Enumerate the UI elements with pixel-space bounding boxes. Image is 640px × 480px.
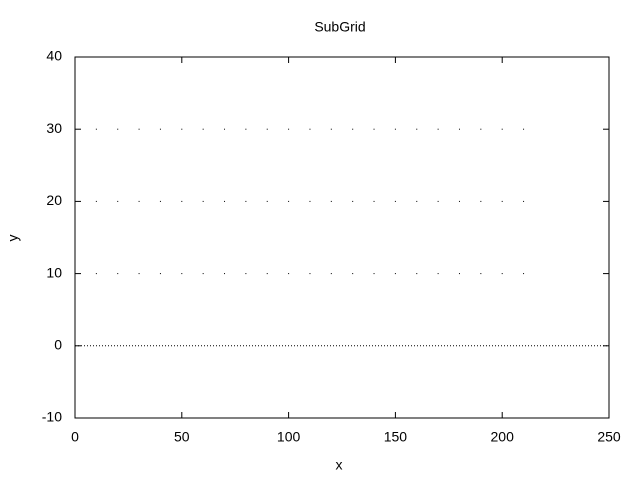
point [181, 200, 183, 202]
y-tick-label: 40 [46, 48, 62, 64]
x-tick-label: 50 [174, 429, 190, 445]
point [266, 128, 268, 130]
point [181, 273, 183, 275]
point [373, 128, 375, 130]
point [373, 273, 375, 275]
point [523, 128, 525, 130]
x-tick-label: 150 [384, 429, 408, 445]
point [224, 200, 226, 202]
point [138, 200, 140, 202]
point [138, 273, 140, 275]
point [416, 200, 418, 202]
y-tick-label: 0 [54, 337, 62, 353]
point [117, 273, 119, 275]
point [288, 273, 290, 275]
point [224, 273, 226, 275]
point [437, 200, 439, 202]
plot-border [74, 56, 610, 419]
point [373, 200, 375, 202]
point [245, 200, 247, 202]
point [95, 273, 97, 275]
point [501, 273, 503, 275]
y-tick-label: 30 [46, 120, 62, 136]
point [309, 200, 311, 202]
point [458, 273, 460, 275]
chart-title: SubGrid [314, 19, 365, 35]
point [288, 128, 290, 130]
x-tick-label: 100 [277, 429, 301, 445]
point [416, 128, 418, 130]
point [501, 128, 503, 130]
point [480, 200, 482, 202]
point [202, 273, 204, 275]
x-tick-label: 250 [597, 429, 621, 445]
point [288, 200, 290, 202]
point [266, 273, 268, 275]
point [138, 128, 140, 130]
point [523, 273, 525, 275]
point [181, 128, 183, 130]
point [352, 128, 354, 130]
point [117, 200, 119, 202]
point [159, 273, 161, 275]
point [309, 273, 311, 275]
point [437, 128, 439, 130]
point [266, 200, 268, 202]
point [437, 273, 439, 275]
point [394, 273, 396, 275]
point [159, 128, 161, 130]
y-tick-label: -10 [42, 409, 62, 425]
point [458, 200, 460, 202]
y-axis-label: y [5, 235, 21, 242]
point [309, 128, 311, 130]
point [202, 200, 204, 202]
x-tick-label: 0 [71, 429, 79, 445]
point [330, 128, 332, 130]
point [202, 128, 204, 130]
point [95, 200, 97, 202]
point [330, 273, 332, 275]
y-tick-label: 10 [46, 264, 62, 280]
point [394, 200, 396, 202]
point [458, 128, 460, 130]
x-tick-label: 200 [491, 429, 515, 445]
point [480, 128, 482, 130]
point [480, 273, 482, 275]
point [352, 273, 354, 275]
point [330, 200, 332, 202]
point [394, 128, 396, 130]
point [224, 128, 226, 130]
point [523, 200, 525, 202]
point [117, 128, 119, 130]
point [352, 200, 354, 202]
y-tick-label: 20 [46, 192, 62, 208]
point [501, 200, 503, 202]
point [416, 273, 418, 275]
point [95, 128, 97, 130]
point [245, 128, 247, 130]
x-axis-label: x [336, 457, 343, 473]
point [245, 273, 247, 275]
point [159, 200, 161, 202]
